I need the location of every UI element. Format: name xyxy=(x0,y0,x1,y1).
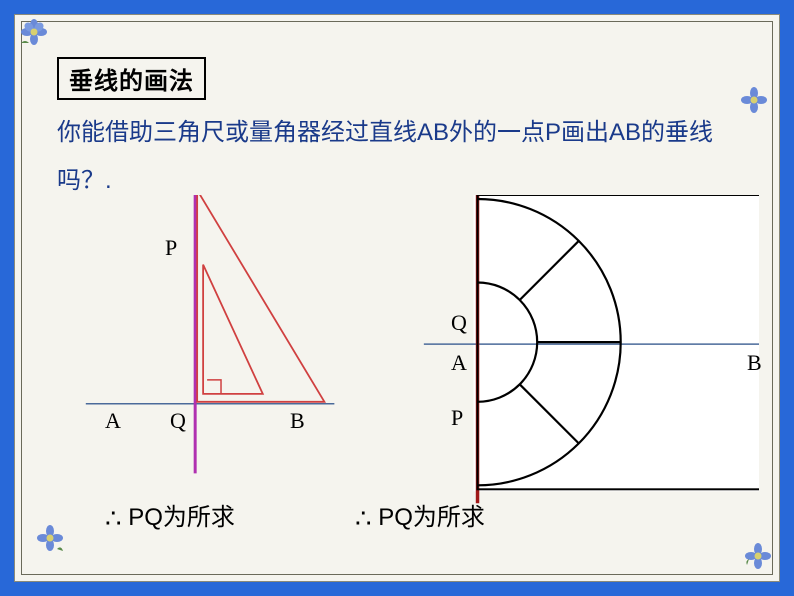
diagram-area: P A Q B Q A B P ∴ PQ为所求 ∴ PQ为所求 xyxy=(35,195,759,541)
geometry-svg xyxy=(35,195,759,541)
label-P-right: P xyxy=(451,405,463,431)
question-text: 你能借助三角尺或量角器经过直线AB外的一点P画出AB的垂线吗？. xyxy=(57,109,729,205)
flower-icon xyxy=(19,17,49,47)
label-A-left: A xyxy=(105,408,121,434)
section-title: 垂线的画法 xyxy=(69,68,194,95)
flower-icon xyxy=(739,85,769,115)
conclusion-right-text: PQ为所求 xyxy=(378,504,485,531)
flower-icon xyxy=(743,541,773,571)
section-title-box: 垂线的画法 xyxy=(57,57,206,100)
conclusion-right: ∴ PQ为所求 xyxy=(355,497,485,534)
label-B-right: B xyxy=(747,350,762,376)
label-A-right: A xyxy=(451,350,467,376)
right-diagram xyxy=(424,195,759,503)
slide-outer-frame: 垂线的画法 你能借助三角尺或量角器经过直线AB外的一点P画出AB的垂线吗？. xyxy=(14,14,780,582)
label-Q-left: Q xyxy=(170,408,186,434)
label-Q-right: Q xyxy=(451,310,467,336)
therefore-symbol: ∴ xyxy=(355,503,372,533)
conclusion-left: ∴ PQ为所求 xyxy=(105,497,235,534)
therefore-symbol: ∴ xyxy=(105,503,122,533)
label-P-left: P xyxy=(165,235,177,261)
conclusion-left-text: PQ为所求 xyxy=(128,504,235,531)
label-B-left: B xyxy=(290,408,305,434)
